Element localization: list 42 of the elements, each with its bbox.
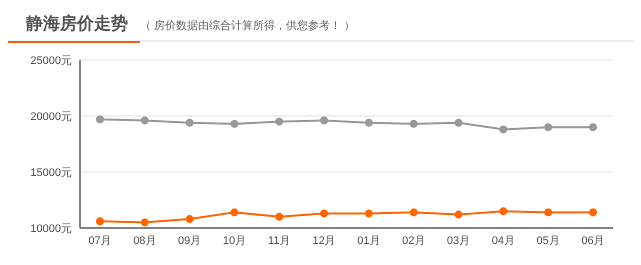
x-tick-label: 02月 (402, 234, 426, 247)
point (96, 115, 104, 124)
point (410, 208, 418, 216)
point (454, 210, 463, 219)
point (364, 118, 373, 127)
point (230, 120, 238, 128)
point (230, 208, 238, 216)
point (320, 209, 328, 218)
x-tick-label: 12月 (312, 234, 336, 247)
x-tick-label: 07月 (88, 234, 112, 247)
point (499, 125, 508, 134)
point (589, 123, 597, 132)
chart-title: 静海房价走势 (8, 8, 140, 43)
x-tick-label: 05月 (536, 234, 560, 247)
point (140, 218, 149, 226)
point (275, 212, 284, 221)
point (589, 208, 597, 216)
point (364, 209, 373, 218)
point (454, 118, 463, 127)
point (544, 123, 552, 132)
point (186, 118, 194, 127)
x-tick-label: 04月 (492, 234, 515, 247)
point (410, 120, 418, 128)
x-tick-label: 09月 (178, 234, 202, 247)
x-tick-label: 08月 (133, 234, 156, 247)
x-tick-label: 11月 (268, 234, 290, 247)
y-tick-label: 15000元 (30, 166, 72, 179)
y-tick-label: 10000元 (30, 222, 72, 235)
x-tick-label: 03月 (446, 234, 470, 247)
point (140, 116, 149, 124)
point (186, 215, 194, 224)
x-tick-label: 06月 (581, 234, 605, 247)
point (544, 208, 552, 216)
point (499, 207, 508, 216)
x-tick-label: 01月 (357, 234, 381, 247)
x-tick-label: 10月 (222, 234, 246, 247)
chart-subtitle: （ 房价数据由综合计算所得，供您参考！ ） (140, 18, 356, 33)
point (275, 118, 284, 126)
point (96, 217, 104, 226)
y-tick-label: 20000元 (30, 110, 72, 123)
point (320, 116, 328, 124)
y-tick-label: 25000元 (30, 54, 72, 67)
